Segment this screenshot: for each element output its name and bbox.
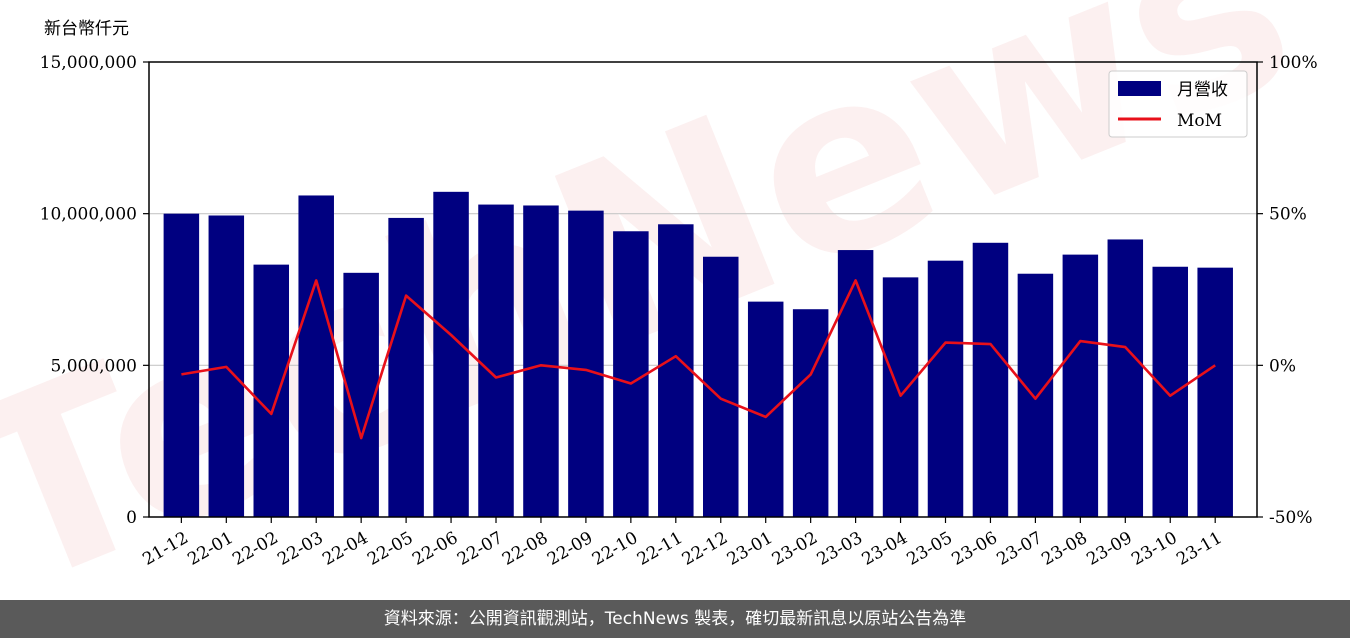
left-tick-label: 15,000,000 — [40, 53, 137, 73]
revenue-bar — [792, 309, 829, 517]
revenue-bar — [613, 231, 649, 517]
plot-frame — [148, 61, 1258, 518]
x-tick-label: 22-06 — [409, 528, 461, 570]
legend-label-revenue: 月營收 — [1177, 80, 1228, 100]
x-tick-label: 23-03 — [814, 528, 866, 570]
revenue-bar — [253, 264, 290, 517]
legend-label-mom: MoM — [1177, 111, 1222, 131]
revenue-bar — [1197, 267, 1233, 517]
revenue-bar — [1107, 239, 1144, 517]
mom-line — [181, 279, 1216, 440]
revenue-bar — [972, 242, 1009, 517]
left-tick-label: 10,000,000 — [40, 205, 137, 225]
x-tick-label: 23-05 — [904, 528, 956, 570]
x-tick-label: 23-09 — [1083, 528, 1135, 570]
revenue-chart: TechNews 05,000,00010,000,00015,000,000-… — [0, 0, 1327, 600]
revenue-bar — [1062, 254, 1099, 517]
legend-swatch-bar — [1118, 81, 1161, 96]
legend: 月營收 MoM — [1108, 70, 1248, 138]
revenue-bar — [163, 213, 200, 517]
x-tick-label: 23-02 — [769, 528, 821, 570]
left-tick-label: 0 — [126, 508, 137, 528]
x-tick-label: 22-09 — [544, 528, 596, 570]
revenue-bar — [298, 195, 334, 517]
x-tick-label: 23-08 — [1038, 528, 1090, 570]
y-axis-unit-label: 新台幣仟元 — [44, 19, 129, 39]
revenue-bar — [1152, 266, 1189, 517]
x-tick-label: 23-10 — [1128, 528, 1180, 570]
x-tick-label: 23-11 — [1173, 528, 1225, 570]
x-tick-label: 22-11 — [634, 528, 686, 570]
x-tick-label: 23-06 — [949, 528, 1001, 570]
revenue-bar — [747, 301, 784, 517]
revenue-bar — [433, 191, 469, 517]
revenue-bar — [1017, 273, 1054, 517]
source-footer: 資料來源：公開資訊觀測站，TechNews 製表，確切最新訊息以原站公告為準 — [0, 600, 1350, 638]
revenue-bar — [882, 277, 919, 517]
right-tick-label: 50% — [1269, 205, 1307, 225]
x-tick-label: 23-07 — [993, 528, 1045, 570]
mom-series-line — [181, 279, 1216, 440]
right-tick-label: 0% — [1269, 356, 1296, 376]
revenue-bar — [523, 205, 559, 517]
revenue-bar — [658, 224, 694, 518]
right-tick-label: 100% — [1269, 53, 1318, 73]
x-tick-label: 22-12 — [679, 528, 731, 570]
revenue-bar — [568, 210, 604, 517]
x-tick-label: 22-04 — [319, 528, 371, 570]
left-tick-label: 5,000,000 — [50, 356, 137, 376]
revenue-bar — [837, 250, 874, 518]
x-tick-label: 22-07 — [454, 528, 506, 570]
x-tick-label: 23-04 — [859, 528, 911, 570]
revenue-bar — [927, 260, 964, 517]
x-tick-label: 22-10 — [589, 528, 641, 570]
x-tick-label: 22-05 — [364, 528, 416, 570]
revenue-bar — [478, 204, 514, 518]
right-tick-label: -50% — [1269, 508, 1313, 528]
x-tick-label: 22-08 — [499, 528, 551, 570]
x-tick-label: 23-01 — [724, 528, 776, 570]
revenue-bar — [388, 217, 424, 517]
